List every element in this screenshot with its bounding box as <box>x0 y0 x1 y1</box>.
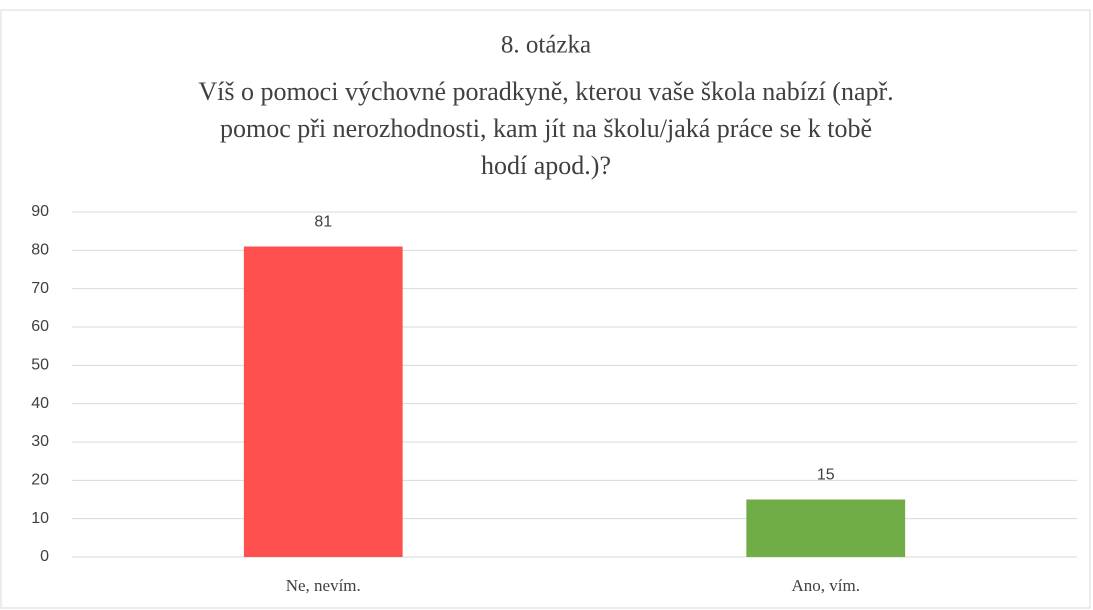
chart-title: hodí apod.)? <box>481 151 611 180</box>
y-tick-label: 70 <box>31 280 49 297</box>
y-tick-label: 20 <box>31 472 49 489</box>
y-tick-label: 0 <box>40 548 49 565</box>
bar <box>243 246 403 557</box>
bar <box>746 499 906 557</box>
y-tick-label: 40 <box>31 395 49 412</box>
chart-title: pomoc při nerozhodnosti, kam jít na škol… <box>220 114 872 143</box>
y-tick-label: 90 <box>31 203 49 220</box>
x-tick-label: Ano, vím. <box>792 576 860 595</box>
y-tick-label: 30 <box>31 433 49 450</box>
data-label: 15 <box>817 467 835 484</box>
y-tick-label: 10 <box>31 510 49 527</box>
y-tick-label: 80 <box>31 242 49 259</box>
y-tick-label: 50 <box>31 357 49 374</box>
y-tick-label: 60 <box>31 318 49 335</box>
chart-title: 8. otázka <box>501 32 591 59</box>
chart-border <box>0 9 1091 609</box>
data-label: 81 <box>314 214 332 231</box>
x-tick-label: Ne, nevím. <box>286 576 361 595</box>
chart-title: Víš o pomoci výchovné poradkyně, kterou … <box>198 77 893 106</box>
